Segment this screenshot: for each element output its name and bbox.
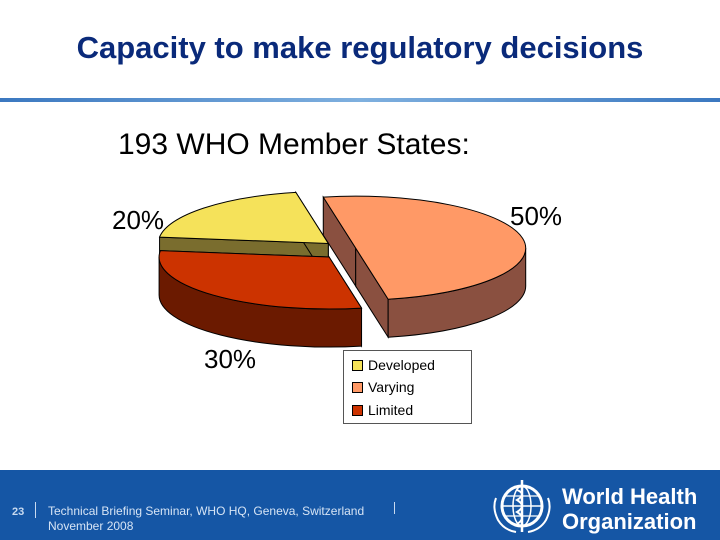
data-label-developed: 20% — [112, 205, 165, 235]
footer-date-line: November 2008 — [48, 519, 134, 533]
legend-label-developed: Developed — [368, 357, 435, 373]
footer-event-line: Technical Briefing Seminar, WHO HQ, Gene… — [48, 504, 365, 518]
legend-swatch-limited — [352, 404, 363, 416]
slide-footer: 23 Technical Briefing Seminar, WHO HQ, G… — [0, 470, 720, 540]
legend-label-limited: Limited — [368, 402, 414, 418]
legend-swatch-varying — [352, 381, 363, 393]
data-label-varying: 50% — [510, 201, 563, 231]
legend-entry-developed: Developed — [352, 355, 435, 375]
pie-slice-varying — [322, 195, 527, 339]
chart-legend: Developed Varying Limited — [343, 350, 472, 424]
title-divider — [0, 98, 720, 102]
footer-divider-right — [394, 502, 395, 514]
footer-caption: Technical Briefing Seminar, WHO HQ, Gene… — [48, 504, 364, 534]
page-number: 23 — [12, 506, 25, 518]
legend-swatch-developed — [352, 359, 363, 371]
legend-entry-limited: Limited — [352, 400, 413, 420]
who-logo-line1: World Health — [562, 484, 698, 509]
pie-slice-limited — [158, 250, 363, 348]
legend-entry-varying: Varying — [352, 377, 414, 397]
chart-subtitle: 193 WHO Member States: — [118, 128, 470, 161]
who-logo-line2: Organization — [562, 509, 697, 534]
who-emblem-icon — [493, 480, 551, 533]
slide-title: Capacity to make regulatory decisions — [76, 30, 644, 65]
pie-slice-developed-top — [158, 191, 330, 244]
legend-label-varying: Varying — [368, 379, 415, 395]
pie-slice-varying-top — [322, 195, 526, 300]
who-logo-text: World Health Organization — [562, 484, 697, 534]
footer-divider-left — [35, 502, 36, 518]
data-label-limited: 30% — [204, 344, 257, 374]
pie-chart — [158, 190, 527, 348]
pie-slice-limited-top — [158, 250, 363, 310]
